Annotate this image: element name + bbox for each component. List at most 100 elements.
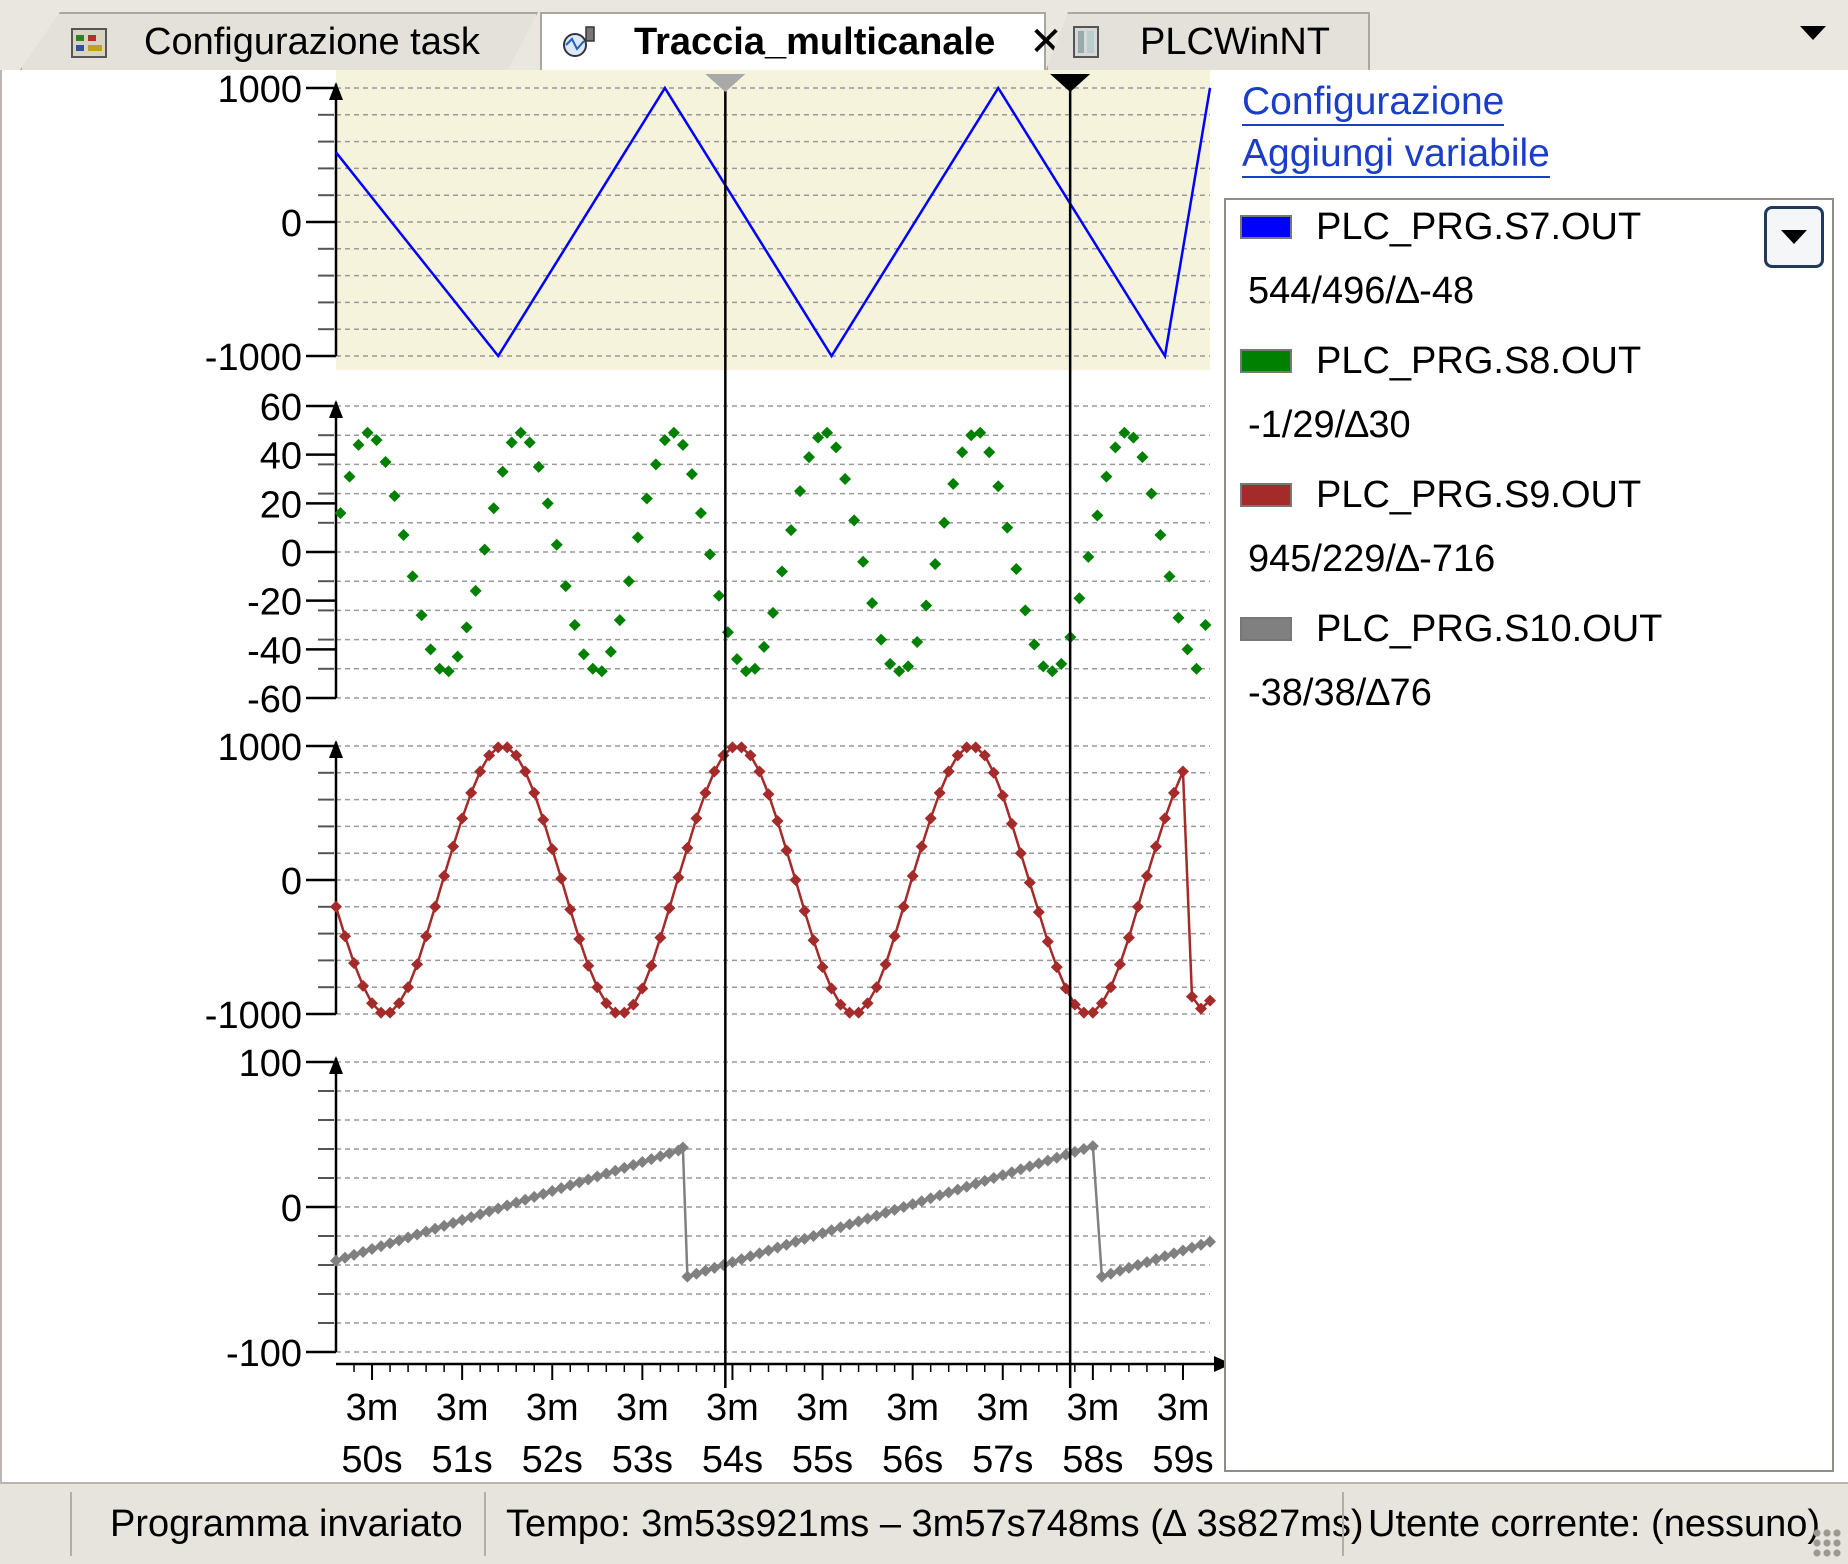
data-point [429,1222,442,1235]
data-point [1167,786,1180,799]
data-point [402,981,415,994]
legend-item[interactable]: PLC_PRG.S8.OUT [1240,336,1641,386]
data-point [1028,638,1041,651]
data-point [1059,982,1072,995]
data-point [415,609,428,622]
data-point [1136,451,1149,464]
data-point [708,765,721,778]
data-point [339,930,352,943]
trace-cursor-handle [705,74,746,92]
legend-item[interactable]: PLC_PRG.S9.OUT [1240,470,1641,520]
data-point [402,1231,415,1244]
data-point [857,555,870,568]
data-point [600,997,613,1010]
data-point [906,869,919,882]
data-point [757,640,770,653]
trace-chart[interactable]: 10000-10006040200-20-40-6010000-10001000… [2,70,1224,1482]
data-point [649,458,662,471]
tab-label: Traccia_multicanale [634,20,996,63]
data-point [834,1221,847,1234]
y-tick-label: -1000 [205,995,302,1037]
status-bar: Programma invariato Tempo: 3m53s921ms – … [0,1482,1848,1564]
data-point [1082,550,1095,563]
data-point [564,1179,577,1192]
data-point [717,1259,730,1271]
data-point [663,1147,676,1160]
data-point [812,431,825,444]
data-point [487,502,500,515]
resize-grip-icon[interactable] [1812,1528,1842,1558]
data-point [586,662,599,675]
data-point [1118,426,1131,439]
x-tick-label: 57s [972,1439,1033,1481]
data-point [357,979,370,992]
data-point [1154,528,1167,541]
data-point [1005,1166,1018,1179]
tab-configurazione-task[interactable]: Configurazione task [20,12,538,70]
data-point [843,1218,856,1231]
y-tick-label: 0 [281,1188,302,1230]
series-color-swatch [1240,215,1292,239]
data-point [672,871,685,884]
data-point [699,786,712,799]
data-point [555,1182,568,1195]
data-point [411,1228,424,1241]
data-point [1199,619,1212,631]
data-point [1032,906,1045,919]
data-point [789,874,802,886]
data-point [960,1180,973,1193]
data-point [1109,441,1122,454]
data-point [1185,990,1198,1003]
data-point [447,1216,460,1229]
data-point [771,1241,784,1254]
data-point [924,1192,937,1205]
data-point [469,584,482,597]
x-tick-label: 3m [1066,1387,1119,1429]
data-point [1113,958,1126,971]
data-point [676,438,689,451]
add-variable-link[interactable]: Aggiungi variabile [1242,132,1550,178]
data-point [951,749,964,762]
series-name: PLC_PRG.S8.OUT [1316,339,1642,382]
data-point [1050,961,1063,974]
data-point [537,813,550,826]
data-point [393,1234,406,1247]
legend-item[interactable]: PLC_PRG.S7.OUT [1240,202,1641,252]
series-cursor-values: -38/38/∆76 [1248,672,1432,714]
legend-item[interactable]: PLC_PRG.S10.OUT [1240,604,1662,654]
data-point [712,589,725,602]
data-point [420,1225,433,1238]
configuration-link[interactable]: Configurazione [1242,80,1505,126]
data-point [370,434,383,447]
tab-plcwinnt[interactable]: PLCWinNT [1046,12,1370,70]
data-point [866,597,879,610]
data-point [1194,1002,1207,1015]
legend-dropdown-button[interactable] [1764,206,1824,268]
data-point [699,1264,712,1277]
x-tick-label: 54s [702,1439,763,1481]
trace-cursor-handle [1050,74,1091,92]
data-point [393,997,406,1010]
series-name: PLC_PRG.S7.OUT [1316,205,1642,248]
data-point [762,788,775,801]
data-point [798,1232,811,1245]
data-point [965,429,978,442]
data-point [654,1150,667,1163]
data-point [663,902,676,915]
data-point [532,460,545,473]
data-point [1176,1244,1189,1257]
data-point [1041,935,1054,948]
data-point [375,1006,388,1019]
tab-traccia-multicanale[interactable]: Traccia_multicanale ✕ [540,12,1063,72]
data-point [406,570,419,583]
data-point [505,436,518,449]
data-point [1091,509,1104,522]
data-point [474,765,487,778]
x-tick-label: 52s [522,1439,583,1481]
data-point [348,1248,361,1261]
data-point [433,662,446,675]
data-point [1181,643,1194,656]
tab-list-dropdown-icon[interactable] [1800,26,1826,40]
data-point [942,765,955,778]
data-point [888,930,901,943]
